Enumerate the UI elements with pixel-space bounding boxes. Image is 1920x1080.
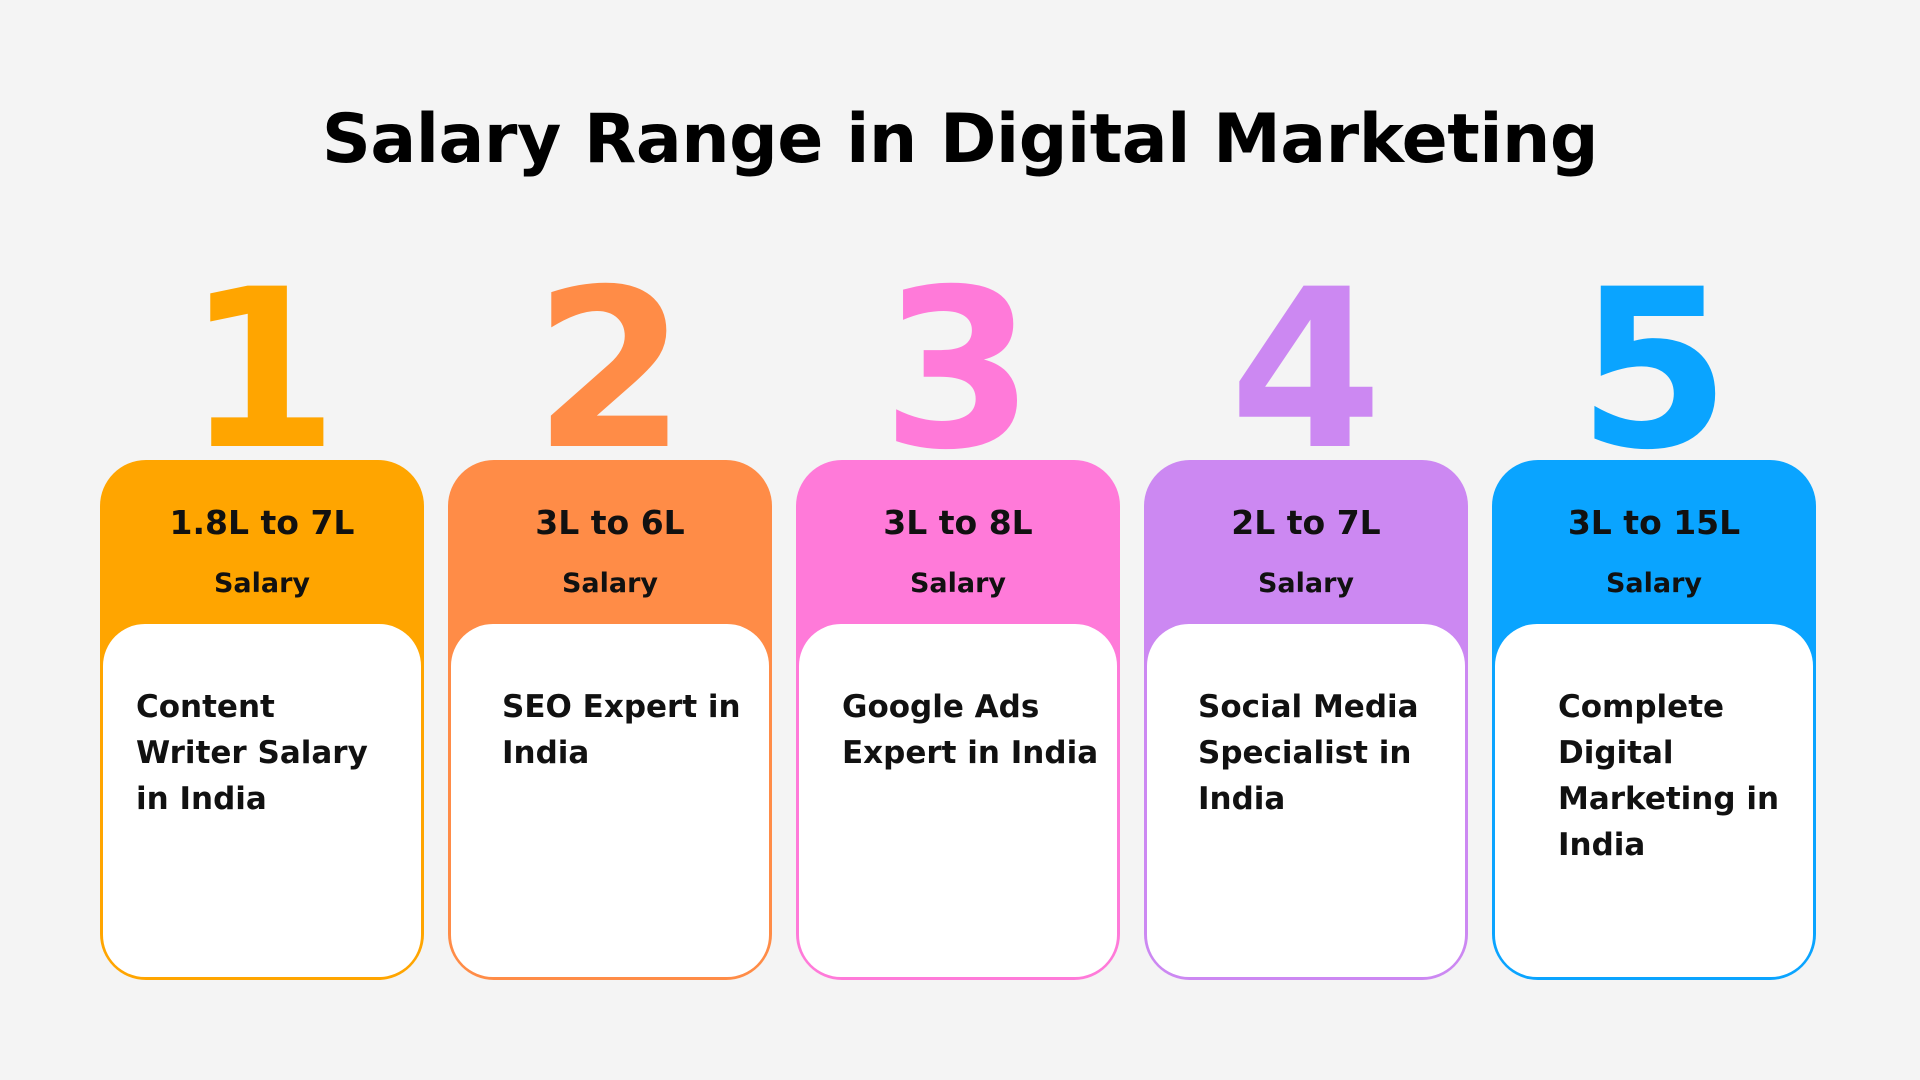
- card-number: 2: [533, 242, 687, 498]
- salary-card-1: 1 1.8L to 7L Salary Content Writer Salar…: [100, 242, 424, 980]
- salary-card-3: 3 3L to 8L Salary Google Ads Expert in I…: [796, 242, 1120, 980]
- role-title: Content Writer Salary in India: [136, 689, 368, 817]
- role-title: Google Ads Expert in India: [842, 689, 1099, 771]
- salary-label: Salary: [561, 568, 659, 599]
- card-body: [451, 624, 769, 977]
- card-number: 4: [1229, 242, 1383, 498]
- salary-label: Salary: [909, 568, 1007, 599]
- role-title: SEO Expert in India: [502, 689, 741, 771]
- salary-label: Salary: [213, 568, 311, 599]
- salary-range: 2L to 7L: [1231, 503, 1381, 542]
- salary-label: Salary: [1605, 568, 1703, 599]
- salary-range: 3L to 15L: [1567, 503, 1741, 542]
- salary-label: Salary: [1257, 568, 1355, 599]
- card-body: [1495, 624, 1813, 977]
- card-number: 5: [1577, 242, 1731, 498]
- role-title: Social Media Specialist in India: [1198, 689, 1419, 817]
- page-title: Salary Range in Digital Marketing: [321, 100, 1599, 179]
- salary-range: 3L to 6L: [535, 503, 685, 542]
- card-body: [799, 624, 1117, 977]
- role-title: Complete Digital Marketing in India: [1558, 689, 1780, 863]
- salary-range: 3L to 8L: [883, 503, 1033, 542]
- card-number: 3: [881, 242, 1035, 498]
- salary-card-4: 4 2L to 7L Salary Social Media Specialis…: [1144, 242, 1468, 980]
- card-body: [103, 624, 421, 977]
- card-body: [1147, 624, 1465, 977]
- salary-card-5: 5 3L to 15L Salary Complete Digital Mark…: [1492, 242, 1816, 980]
- salary-range: 1.8L to 7L: [169, 503, 355, 542]
- salary-card-2: 2 3L to 6L Salary SEO Expert in India: [448, 242, 772, 980]
- card-number: 1: [185, 242, 339, 498]
